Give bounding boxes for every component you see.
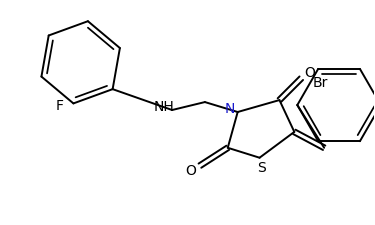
Text: N: N [225,102,235,116]
Text: O: O [186,164,196,178]
Text: NH: NH [154,100,174,114]
Text: F: F [56,99,63,113]
Text: O: O [304,66,315,80]
Text: S: S [257,161,266,175]
Text: Br: Br [312,76,328,90]
